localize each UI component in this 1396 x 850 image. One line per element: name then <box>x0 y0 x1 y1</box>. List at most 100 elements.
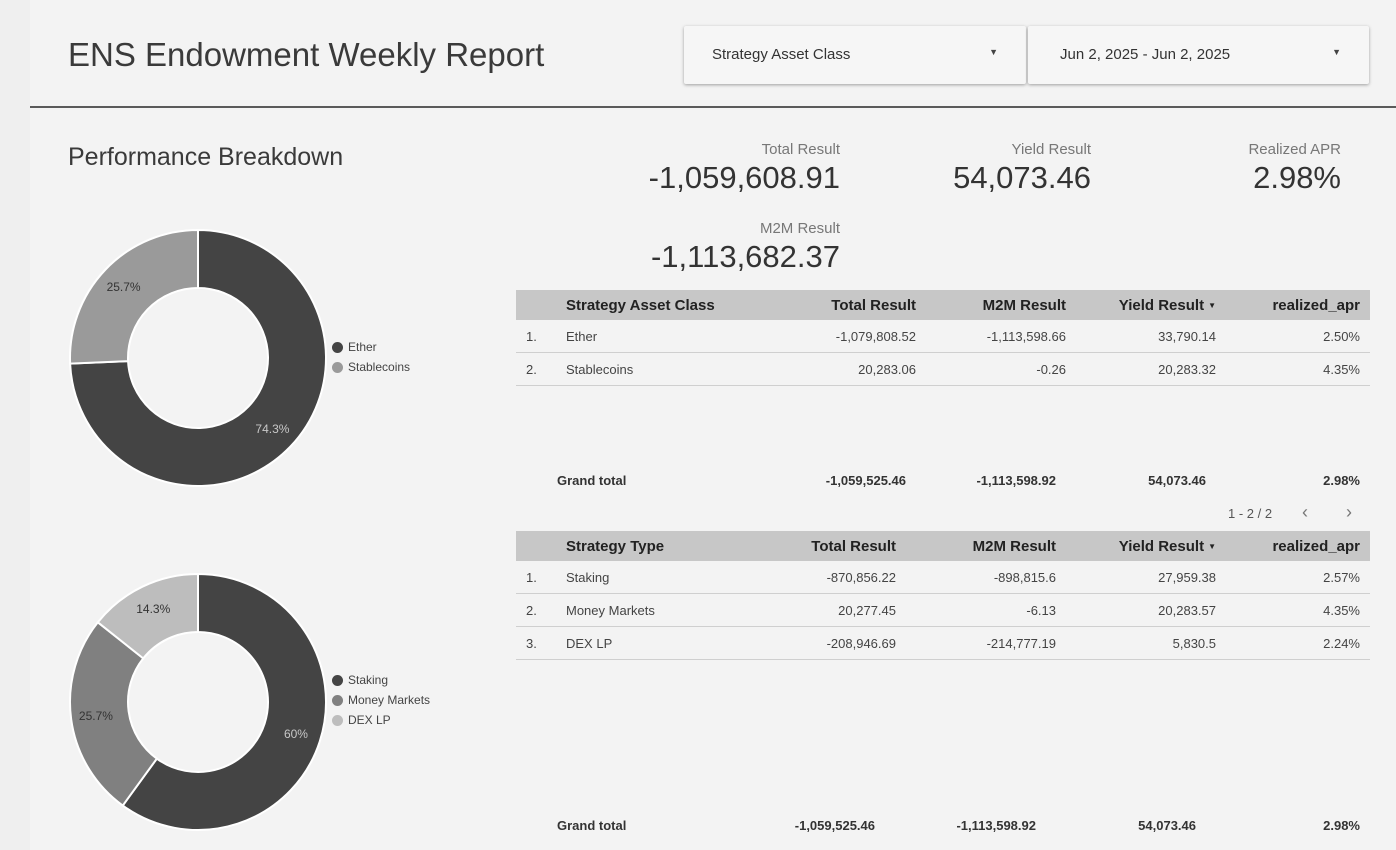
row-index: 1. <box>516 320 556 353</box>
table-row[interactable]: 1. Ether -1,079,808.52 -1,113,598.66 33,… <box>516 320 1370 353</box>
cell: -6.13 <box>906 593 1066 627</box>
dropdown-label: Strategy Asset Class <box>712 46 851 63</box>
legend-label: Staking <box>348 673 389 687</box>
kpi-yield-result: Yield Result 54,073.46 <box>910 141 1091 196</box>
cell: 2.57% <box>1226 561 1370 594</box>
legend-dot <box>332 341 343 353</box>
col-header-sorted[interactable]: Yield Result ▼ <box>1076 290 1226 320</box>
donut-slice-stablecoins[interactable] <box>69 228 199 365</box>
kpi-m2m-result: M2M Result -1,113,682.37 <box>610 220 840 275</box>
strategy-type-table: Strategy Type Total Result M2M Result Yi… <box>516 531 1370 660</box>
donut-slice-staking[interactable] <box>121 572 327 831</box>
kpi-value: 2.98% <box>1253 160 1341 195</box>
caret-down-icon: ▼ <box>989 47 998 57</box>
kpi-label: Realized APR <box>1248 141 1341 158</box>
legend-dot <box>332 694 343 706</box>
chevron-left-icon[interactable]: ‹ <box>1302 502 1308 522</box>
kpi-total-result: Total Result -1,059,608.91 <box>630 141 840 196</box>
kpi-label: M2M Result <box>759 220 840 237</box>
cell: 20,283.06 <box>766 352 926 386</box>
report-title: ENS Endowment Weekly Report <box>68 36 545 73</box>
col-header-sorted[interactable]: Yield Result ▼ <box>1066 531 1226 561</box>
total-cell: 2.98% <box>1323 473 1360 488</box>
donut-slice-dex-lp[interactable] <box>96 572 199 660</box>
index-header <box>516 290 556 320</box>
grand-total-label: Grand total <box>557 818 627 833</box>
legend-item[interactable]: Ether <box>332 337 410 357</box>
col-header[interactable]: Strategy Asset Class <box>556 290 766 320</box>
col-header[interactable]: M2M Result <box>906 531 1066 561</box>
asset-class-grand-total-row: Grand total -1,059,525.46 -1,113,598.92 … <box>516 473 1370 491</box>
slice-label: 14.3% <box>136 602 170 616</box>
col-header-label: Yield Result <box>1118 537 1205 555</box>
col-header[interactable]: Strategy Type <box>556 531 766 561</box>
date-range-dropdown[interactable]: Jun 2, 2025 - Jun 2, 2025 ▼ <box>1028 26 1369 84</box>
cell: 20,283.32 <box>1076 352 1226 386</box>
cell: -214,777.19 <box>906 626 1066 660</box>
legend-item[interactable]: Stablecoins <box>332 357 410 377</box>
section-title: Performance Breakdown <box>68 143 344 171</box>
table-row[interactable]: 3. DEX LP -208,946.69 -214,777.19 5,830.… <box>516 626 1370 660</box>
total-cell: 2.98% <box>1323 818 1360 833</box>
chevron-right-icon[interactable]: › <box>1346 502 1352 522</box>
total-cell: -1,059,525.46 <box>825 473 906 488</box>
slice-label: 74.3% <box>255 422 289 436</box>
kpi-value: -1,059,608.91 <box>648 160 840 195</box>
cell: 4.35% <box>1226 352 1370 386</box>
asset-class-legend: Ether Stablecoins <box>332 337 410 377</box>
cell: 33,790.14 <box>1076 320 1226 353</box>
cell: Staking <box>556 561 766 594</box>
table-pager: 1 - 2 / 2 ‹ › <box>1228 502 1368 524</box>
strategy-type-donut-chart: 60% 25.7% 14.3% <box>69 572 327 831</box>
total-cell: 54,073.46 <box>1138 818 1196 833</box>
cell: 5,830.5 <box>1066 626 1226 660</box>
row-index: 3. <box>516 626 556 660</box>
total-cell: -1,113,598.92 <box>956 818 1036 833</box>
legend-dot <box>332 714 343 726</box>
col-header[interactable]: Total Result <box>766 531 906 561</box>
col-header[interactable]: M2M Result <box>926 290 1076 320</box>
table-row[interactable]: 1. Staking -870,856.22 -898,815.6 27,959… <box>516 561 1370 594</box>
pager-range: 1 - 2 / 2 <box>1228 506 1273 521</box>
kpi-value: 54,073.46 <box>953 160 1091 195</box>
legend-label: DEX LP <box>348 713 391 727</box>
legend-dot <box>332 361 343 373</box>
cell: 27,959.38 <box>1066 561 1226 594</box>
cell: -0.26 <box>926 352 1076 386</box>
cell: -898,815.6 <box>906 561 1066 594</box>
cell: 20,277.45 <box>766 593 906 627</box>
cell: Money Markets <box>556 593 766 627</box>
kpi-label: Yield Result <box>1011 141 1091 158</box>
cell: -870,856.22 <box>766 561 906 594</box>
legend-item[interactable]: Money Markets <box>332 690 430 710</box>
donut-slice-money-markets[interactable] <box>69 620 159 807</box>
strategy-asset-class-dropdown[interactable]: Strategy Asset Class ▼ <box>684 26 1026 84</box>
legend-item[interactable]: Staking <box>332 670 430 690</box>
cell: Stablecoins <box>556 352 766 386</box>
strategy-type-grand-total-row: Grand total -1,059,525.46 -1,113,598.92 … <box>516 818 1370 836</box>
cell: -1,113,598.66 <box>926 320 1076 353</box>
legend-label: Money Markets <box>348 693 431 707</box>
total-cell: 54,073.46 <box>1148 473 1206 488</box>
strategy-type-legend: Staking Money Markets DEX LP <box>332 670 430 730</box>
row-index: 2. <box>516 352 556 386</box>
col-header[interactable]: realized_apr <box>1226 531 1370 561</box>
cell: Ether <box>556 320 766 353</box>
table-header-row: Strategy Type Total Result M2M Result Yi… <box>516 531 1370 561</box>
row-index: 1. <box>516 561 556 594</box>
kpi-label: Total Result <box>761 141 840 158</box>
report-page: ENS Endowment Weekly Report Strategy Ass… <box>30 0 1396 850</box>
cell: -208,946.69 <box>766 626 906 660</box>
col-header[interactable]: realized_apr <box>1226 290 1370 320</box>
row-index: 2. <box>516 593 556 627</box>
donut-slice-ether[interactable] <box>69 228 327 487</box>
cell: 2.24% <box>1226 626 1370 660</box>
col-header[interactable]: Total Result <box>766 290 926 320</box>
asset-class-table: Strategy Asset Class Total Result M2M Re… <box>516 290 1370 386</box>
legend-dot <box>332 674 343 686</box>
table-row[interactable]: 2. Stablecoins 20,283.06 -0.26 20,283.32… <box>516 352 1370 386</box>
legend-item[interactable]: DEX LP <box>332 710 430 730</box>
table-header-row: Strategy Asset Class Total Result M2M Re… <box>516 290 1370 320</box>
asset-class-donut-chart: 74.3% 25.7% <box>69 228 327 487</box>
table-row[interactable]: 2. Money Markets 20,277.45 -6.13 20,283.… <box>516 593 1370 627</box>
